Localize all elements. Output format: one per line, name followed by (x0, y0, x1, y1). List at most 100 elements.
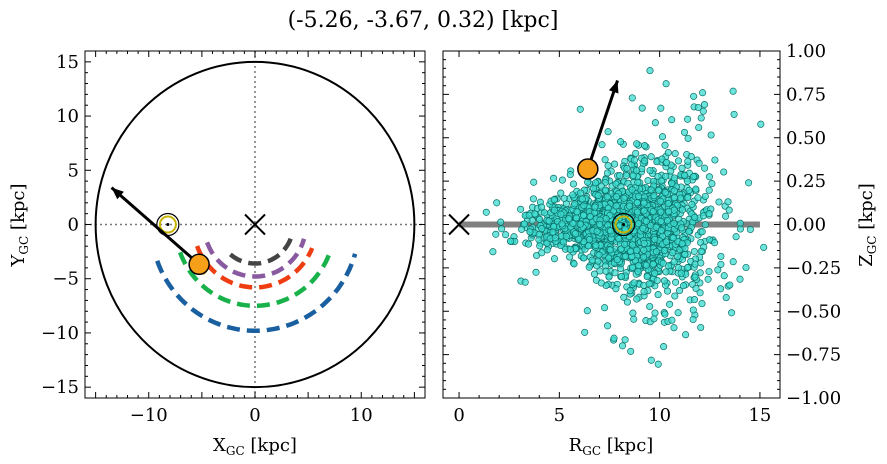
star-point (558, 220, 566, 228)
star-point (605, 254, 613, 262)
star-point (605, 273, 613, 281)
star-point (570, 260, 578, 268)
rz-sun-ring (614, 215, 633, 234)
star-point (551, 234, 559, 242)
star-point (591, 203, 599, 211)
star-point (601, 304, 609, 312)
star-point (730, 110, 738, 118)
star-point (646, 166, 654, 175)
star-point (683, 177, 691, 185)
star-point (558, 176, 566, 184)
xy-x-axis-label: XGC [kpc] (213, 435, 297, 458)
star-point (630, 279, 638, 287)
star-point (573, 208, 581, 216)
star-point (689, 306, 697, 314)
star-point (661, 310, 669, 318)
star-point (630, 315, 638, 323)
star-point (678, 206, 687, 214)
star-point (489, 248, 497, 256)
star-point (685, 186, 693, 194)
star-point (604, 162, 612, 170)
xy-y-axis-label: YGC [kpc] (8, 184, 31, 268)
rz-sun-dot (622, 223, 626, 226)
star-point (665, 207, 673, 215)
star-point (717, 285, 725, 293)
star-point (659, 259, 667, 267)
xy-y-tick-label: −15 (41, 377, 79, 398)
star-point (670, 194, 678, 202)
star-point (651, 269, 659, 277)
star-point (630, 156, 639, 164)
star-point (625, 202, 634, 210)
star-point (671, 292, 679, 300)
xy-y-tick-label: −5 (52, 269, 79, 290)
star-point (692, 284, 700, 293)
star-point (679, 282, 688, 290)
rz-y-tick-label: 1.00 (786, 41, 826, 62)
star-point (647, 153, 655, 161)
star-point (482, 208, 490, 216)
star-point (699, 107, 707, 115)
star-point (670, 258, 678, 266)
star-point (684, 134, 692, 142)
star-point (623, 164, 631, 172)
star-point (728, 309, 736, 317)
star-point (699, 89, 707, 97)
star-point (707, 131, 715, 139)
star-point (685, 227, 693, 236)
star-point (550, 174, 558, 182)
star-point (633, 167, 641, 175)
xy-y-tick-label: −10 (41, 323, 79, 344)
star-point (689, 173, 698, 181)
star-point (760, 243, 768, 251)
star-point (732, 233, 740, 241)
star-point (705, 210, 713, 218)
spiral-arm-3 (205, 238, 307, 279)
galactic-center-marker (244, 213, 266, 236)
star-point (657, 177, 665, 185)
star-point (593, 227, 601, 235)
star-point (695, 159, 703, 167)
star-point (538, 203, 546, 211)
rz-x-tick-label: 0 (453, 405, 464, 426)
star-point (717, 252, 725, 260)
star-point (559, 238, 567, 246)
star-point (518, 225, 526, 233)
star-point (658, 155, 666, 163)
star-point (629, 263, 637, 271)
star-point (565, 215, 573, 223)
rz-sun-outer-ring (611, 212, 636, 237)
rz-y-tick-label: −0.75 (786, 345, 841, 366)
star-point (697, 323, 705, 332)
star-point (650, 315, 658, 323)
star-point (705, 186, 713, 194)
star-point (507, 237, 515, 245)
star-point (569, 219, 577, 227)
rz-velocity-arrow (586, 80, 619, 170)
star-point (604, 128, 612, 136)
star-point (531, 210, 539, 218)
xy-velocity-arrow (110, 186, 201, 266)
star-point (662, 268, 670, 276)
star-point (689, 315, 697, 324)
star-point (626, 287, 634, 295)
star-point (635, 192, 643, 200)
star-point (663, 217, 672, 225)
star-point (675, 287, 684, 295)
star-point (566, 171, 574, 179)
star-point (633, 246, 641, 254)
star-point (726, 281, 734, 289)
sun-dot (166, 223, 170, 226)
rz-x-tick-label: 15 (748, 405, 771, 426)
star-point (692, 185, 700, 193)
star-point (612, 285, 620, 293)
xy-y-tick-label: 15 (56, 52, 79, 73)
star-point (640, 239, 648, 247)
star-point (628, 186, 636, 194)
star-point (654, 291, 662, 299)
star-point (588, 256, 596, 264)
star-point (662, 80, 670, 88)
star-point (623, 298, 631, 306)
star-point (642, 261, 650, 269)
rz-velocity-arrowhead (608, 80, 619, 94)
